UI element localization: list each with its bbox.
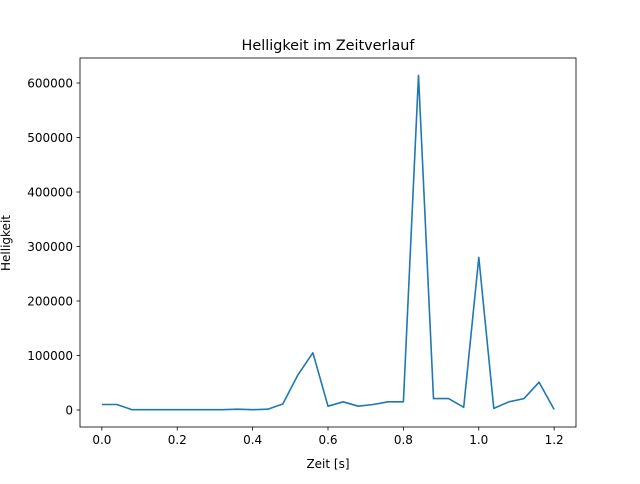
y-tick-label: 400000	[27, 186, 73, 200]
series-line-helligkeit	[101, 74, 555, 411]
y-axis-label: Helligkeit	[0, 215, 13, 271]
x-tick-label: 1.2	[545, 433, 564, 447]
y-tick-label: 500000	[27, 131, 73, 145]
x-tick-label: 0.0	[92, 433, 111, 447]
y-tick-label: 600000	[27, 77, 73, 91]
y-tick-label: 0	[65, 403, 73, 417]
plot-frame	[79, 57, 577, 428]
x-tick-label: 1.0	[469, 433, 488, 447]
x-tick-label: 0.6	[318, 433, 337, 447]
x-tick-label: 0.4	[243, 433, 262, 447]
x-tick-label: 0.8	[394, 433, 413, 447]
y-tick-label: 300000	[27, 240, 73, 254]
y-tick-label: 200000	[27, 295, 73, 309]
y-tick-label: 100000	[27, 349, 73, 363]
x-tick-label: 0.2	[168, 433, 187, 447]
chart-title: Helligkeit im Zeitverlauf	[242, 38, 416, 54]
x-axis-label: Zeit [s]	[306, 457, 349, 471]
